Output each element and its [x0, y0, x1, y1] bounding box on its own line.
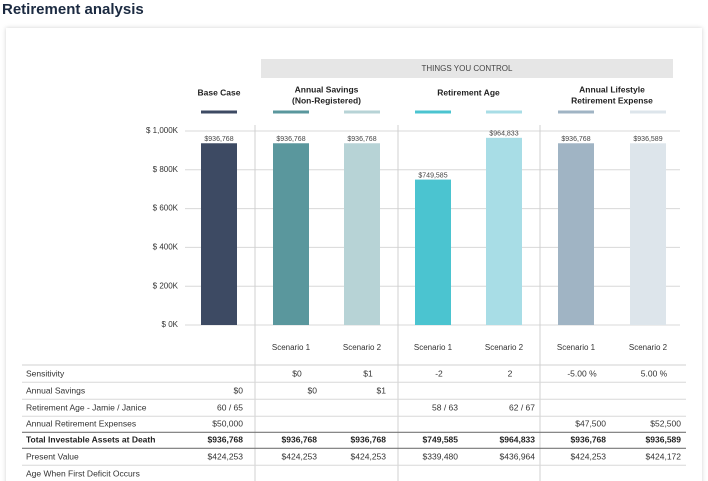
- group-header: Annual Lifestyle: [579, 84, 645, 94]
- table-cell: $936,768: [351, 434, 387, 444]
- value-label: $936,768: [276, 136, 305, 143]
- table-cell: $436,964: [500, 451, 536, 461]
- group-header: (Non-Registered): [292, 95, 361, 105]
- row-label: Total Investable Assets at Death: [26, 434, 155, 444]
- x-tick-label: Scenario 2: [485, 343, 524, 352]
- table-cell: $339,480: [423, 451, 459, 461]
- x-tick-label: Scenario 1: [414, 343, 453, 352]
- y-tick-label: $ 200K: [153, 281, 179, 290]
- y-tick-label: $ 1,000K: [146, 126, 179, 135]
- row-label: Age When First Deficit Occurs: [26, 468, 140, 478]
- x-tick-label: Scenario 1: [272, 343, 311, 352]
- value-label: $936,768: [204, 136, 233, 143]
- value-label: $964,833: [489, 131, 518, 138]
- row-label: Retirement Age - Jamie / Janice: [26, 402, 147, 412]
- table-cell: $0: [292, 368, 302, 378]
- x-tick-label: Scenario 1: [557, 343, 596, 352]
- group-header: Retirement Age: [437, 87, 500, 97]
- y-tick-label: $ 0K: [162, 320, 179, 329]
- table-cell: $936,589: [646, 434, 682, 444]
- table-cell: 60 / 65: [217, 402, 243, 412]
- bar: [344, 143, 380, 325]
- bar: [201, 143, 237, 325]
- row-label: Annual Retirement Expenses: [26, 418, 136, 428]
- value-label: $749,585: [418, 172, 447, 179]
- value-label: $936,768: [561, 136, 590, 143]
- table-cell: $52,500: [650, 418, 681, 428]
- table-cell: $936,768: [208, 434, 244, 444]
- table-cell: $424,253: [571, 451, 607, 461]
- table-cell: $0: [234, 385, 244, 395]
- x-tick-label: Scenario 2: [629, 343, 668, 352]
- table-cell: 58 / 63: [432, 402, 458, 412]
- table-cell: $424,253: [351, 451, 387, 461]
- table-cell: -5.00 %: [567, 368, 597, 378]
- group-header: Annual Savings: [295, 84, 359, 94]
- table-cell: 62 / 67: [509, 402, 535, 412]
- table-cell: $964,833: [500, 434, 536, 444]
- table-cell: $47,500: [575, 418, 606, 428]
- table-cell: $50,000: [212, 418, 243, 428]
- table-cell: -2: [435, 368, 443, 378]
- bar: [486, 137, 522, 325]
- table-cell: $0: [308, 385, 318, 395]
- table-cell: 5.00 %: [641, 368, 668, 378]
- table-cell: 2: [508, 368, 513, 378]
- table-cell: $936,768: [282, 434, 318, 444]
- x-tick-label: Scenario 2: [343, 343, 382, 352]
- row-label: Present Value: [26, 451, 79, 461]
- table-cell: $1: [363, 368, 373, 378]
- row-label: Annual Savings: [26, 385, 85, 395]
- table-cell: $1: [377, 385, 387, 395]
- table-cell: $424,253: [282, 451, 318, 461]
- value-label: $936,589: [633, 136, 662, 143]
- value-label: $936,768: [347, 136, 376, 143]
- y-tick-label: $ 400K: [153, 243, 179, 252]
- bar: [630, 143, 666, 325]
- bar: [558, 143, 594, 325]
- table-cell: $424,172: [646, 451, 682, 461]
- row-label: Sensitivity: [26, 368, 65, 378]
- bar: [415, 179, 451, 325]
- y-tick-label: $ 600K: [153, 204, 179, 213]
- table-cell: $424,253: [208, 451, 244, 461]
- page-title: Retirement analysis: [2, 1, 144, 18]
- bar: [273, 143, 309, 325]
- y-tick-label: $ 800K: [153, 165, 179, 174]
- table-cell: $749,585: [423, 434, 459, 444]
- group-header: Base Case: [197, 87, 240, 97]
- group-header: Retirement Expense: [571, 95, 653, 105]
- table-cell: $936,768: [571, 434, 607, 444]
- banner-band: [261, 59, 673, 78]
- banner-text: THINGS YOU CONTROL: [422, 64, 514, 73]
